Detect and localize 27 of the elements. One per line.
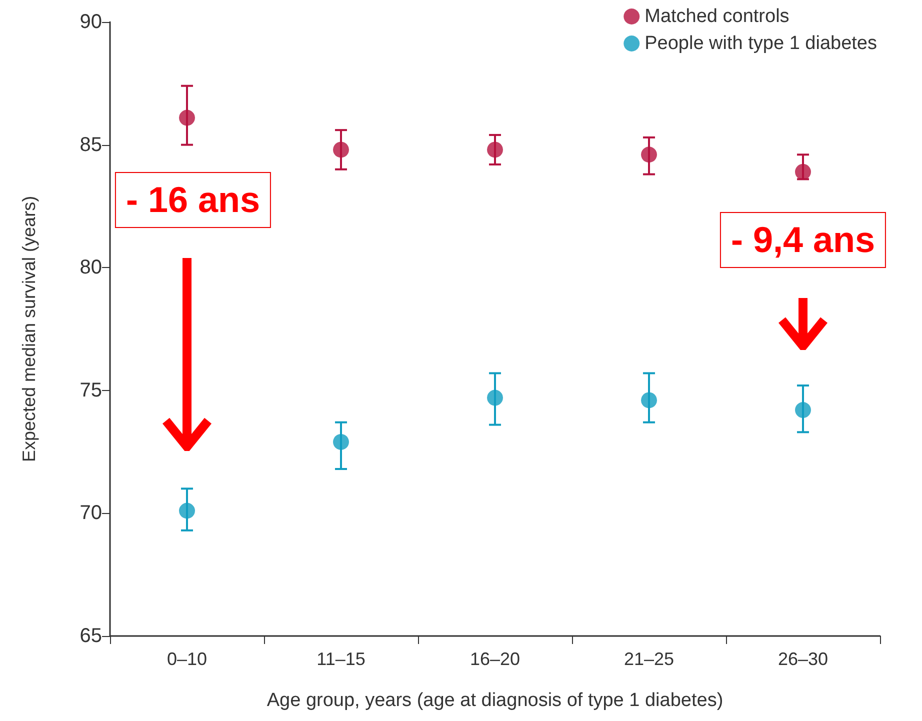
x-axis-title: Age group, years (age at diagnosis of type 1 diabetes) bbox=[266, 690, 724, 711]
x-tick-label: 21–25 bbox=[624, 649, 674, 669]
point bbox=[179, 110, 195, 126]
point bbox=[487, 142, 503, 158]
x-tick-label: 26–30 bbox=[778, 649, 828, 669]
point bbox=[179, 502, 195, 519]
x-tick-label: 16–20 bbox=[470, 649, 520, 669]
point bbox=[641, 146, 657, 163]
annotation: - 9,4 ans bbox=[720, 212, 886, 268]
y-tick-label: 75 bbox=[80, 379, 102, 402]
y-tick-label: 65 bbox=[80, 625, 102, 647]
point bbox=[333, 142, 349, 158]
y-axis-title: Expected median survival (years) bbox=[19, 196, 39, 462]
point bbox=[487, 390, 503, 406]
point bbox=[641, 392, 657, 408]
point bbox=[333, 434, 349, 450]
point bbox=[795, 402, 811, 418]
y-tick-label: 85 bbox=[80, 134, 102, 156]
point bbox=[795, 164, 811, 180]
annotation: - 16 ans bbox=[114, 172, 272, 228]
legend-label: People with type 1 diabetes bbox=[644, 33, 878, 54]
y-tick-label: 90 bbox=[80, 11, 102, 33]
y-tick-label: 80 bbox=[80, 256, 102, 279]
x-tick-label: 0–10 bbox=[166, 649, 208, 669]
x-tick-label: 11–15 bbox=[316, 649, 366, 669]
y-tick-label: 70 bbox=[80, 502, 102, 524]
legend-label: Matched controls bbox=[644, 6, 790, 27]
